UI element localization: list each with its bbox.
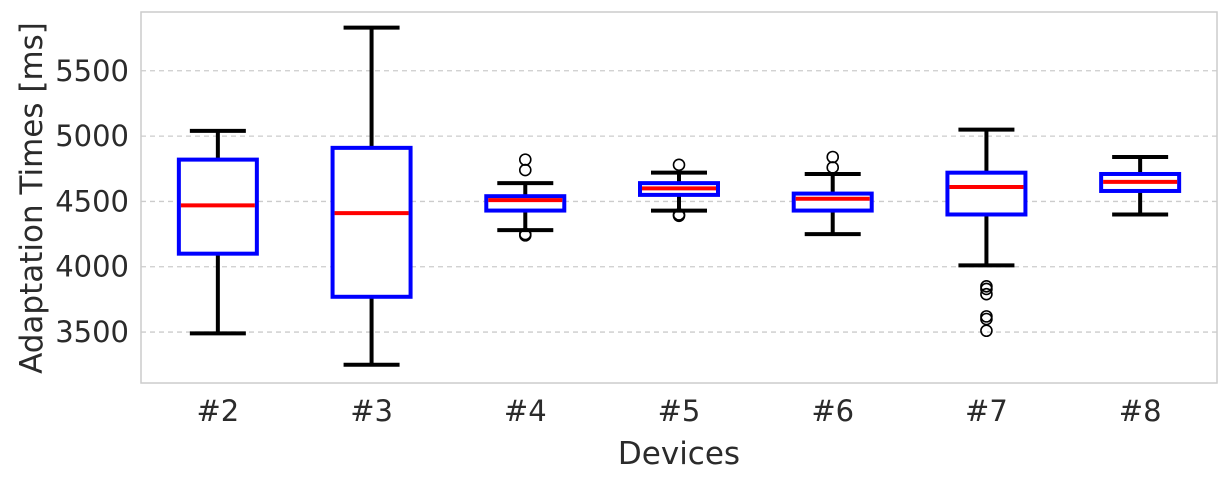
x-tick-labels: #2 #3 #4 #5 #6 #7 #8 (196, 394, 1161, 428)
box-group (330, 25, 413, 367)
outlier-point (518, 153, 532, 166)
outlier-point (518, 227, 532, 241)
x-axis-title: Devices (618, 436, 740, 472)
box-group (1099, 155, 1182, 217)
y-tick-label: 3500 (55, 315, 129, 349)
x-tick-label: #5 (658, 394, 701, 428)
x-tick-label: #6 (811, 394, 854, 428)
y-tick-label: 5000 (55, 119, 129, 153)
box-group (176, 128, 259, 336)
y-tick-labels: 3500 4000 4500 5000 5500 (55, 54, 129, 349)
iqr-box (945, 170, 1028, 217)
y-tick-label: 5500 (55, 54, 129, 88)
outlier-point (980, 310, 993, 323)
x-tick-label: #2 (196, 394, 239, 428)
box-group (791, 150, 874, 237)
outlier-point (672, 208, 686, 221)
outlier-point (980, 324, 993, 338)
x-tick-label: #7 (965, 394, 1008, 428)
iqr-box (791, 191, 874, 213)
iqr-box (330, 145, 413, 299)
box-group (484, 153, 567, 242)
x-tick-label: #4 (504, 394, 547, 428)
outlier-point (826, 161, 840, 174)
y-tick-label: 4500 (55, 184, 129, 218)
outlier-point (826, 150, 840, 164)
y-tick-label: 4000 (55, 250, 129, 284)
outlier-point (518, 163, 532, 177)
x-tick-label: #3 (350, 394, 393, 428)
outlier-point (980, 287, 993, 301)
x-tick-label: #8 (1119, 394, 1162, 428)
box-group (638, 158, 720, 223)
outlier-point (980, 280, 993, 293)
box-group (945, 127, 1028, 338)
plot-frame (140, 11, 1218, 384)
boxes-layer (176, 25, 1182, 367)
outlier-point (672, 158, 686, 172)
y-axis-title: Adaptation Times [ms] (14, 22, 50, 374)
outlier-point (980, 312, 993, 326)
